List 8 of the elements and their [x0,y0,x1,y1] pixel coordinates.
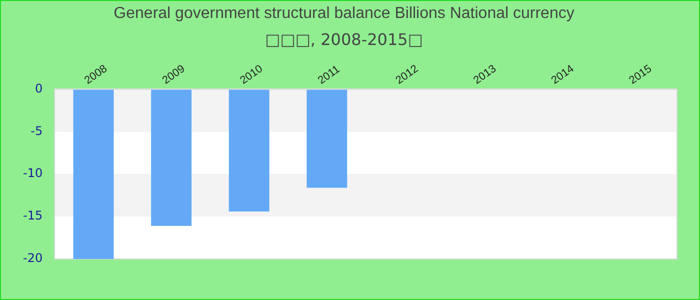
x-tick-label: 2011 [316,63,342,87]
chart-subtitle: □□□, 2008-2015□ [265,30,423,49]
y-tick-label: 0 [34,81,43,96]
chart-title: General government structural balance Billions National currency [114,5,574,22]
y-tick-label: -15 [22,208,43,223]
y-tick-label: -5 [30,124,43,138]
y-tick-label: -10 [22,166,43,180]
y-tick-label: -20 [22,251,43,266]
